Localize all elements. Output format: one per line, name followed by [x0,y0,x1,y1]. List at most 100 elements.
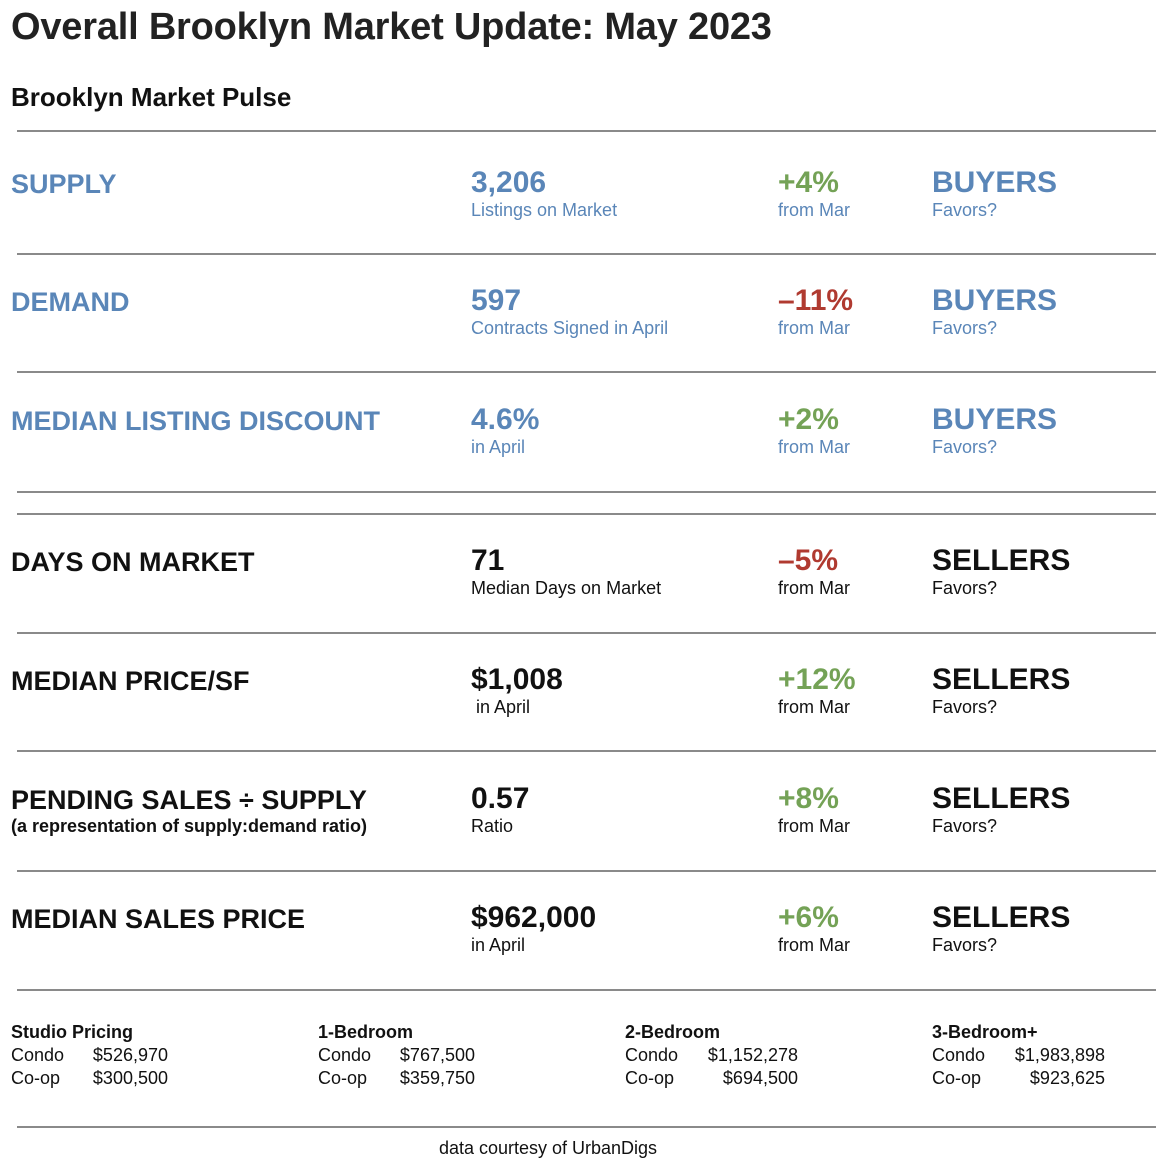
metric-label: MEDIAN PRICE/SF [11,666,250,696]
divider [17,371,1156,373]
metric-row-pending-sales-supply: PENDING SALES ÷ SUPPLY (a representation… [0,770,1170,870]
metric-change: –5% [778,544,839,577]
metric-label: SUPPLY [11,169,117,199]
metric-value: 4.6% [471,403,540,436]
metric-change-caption: from Mar [778,697,850,717]
metric-row-median-listing-discount: MEDIAN LISTING DISCOUNT 4.6% in April +2… [0,391,1170,491]
divider [17,750,1156,752]
metric-row-supply: SUPPLY 3,206 Listings on Market +4% from… [0,154,1170,254]
divider [17,130,1156,132]
pricing-type-label: Condo [625,1045,679,1065]
pricing-type-label: Co-op [11,1068,61,1088]
metric-caption: in April [471,437,526,457]
pricing-price: $694,500 [722,1068,798,1088]
divider [17,253,1156,255]
metric-value: 71 [471,544,505,577]
pricing-condo-line: Condo $1,152,278 [625,1044,875,1067]
pricing-group-2-bedroom: 2-Bedroom Condo $1,152,278 Co-op $694,50… [625,1021,875,1090]
pricing-coop-line: Co-op $359,750 [318,1067,568,1090]
divider [17,632,1156,634]
metric-caption: in April [471,935,526,955]
metric-change: +8% [778,782,839,815]
divider [17,1126,1156,1128]
metric-favors-caption: Favors? [932,816,998,836]
pricing-type-label: Co-op [932,1068,982,1088]
divider [17,513,1156,515]
pricing-condo-line: Condo $526,970 [11,1044,261,1067]
metric-change-caption: from Mar [778,578,850,598]
data-credit: data courtesy of UrbanDigs [438,1138,658,1158]
metric-change-caption: from Mar [778,318,850,338]
metric-caption: Listings on Market [471,200,618,220]
metric-caption: Contracts Signed in April [471,318,669,338]
metric-favors: SELLERS [932,782,1071,815]
pricing-title: Studio Pricing [11,1022,134,1042]
pricing-title: 2-Bedroom [625,1022,721,1042]
metric-label: DEMAND [11,287,130,317]
pricing-group-3-bedroom-plus: 3-Bedroom+ Condo $1,983,898 Co-op $923,6… [932,1021,1170,1090]
metric-change-caption: from Mar [778,935,850,955]
metric-favors-caption: Favors? [932,318,998,338]
metric-favors-caption: Favors? [932,697,998,717]
metric-value: 597 [471,284,522,317]
metric-change: +6% [778,901,839,934]
divider [17,870,1156,872]
pricing-title: 1-Bedroom [318,1022,414,1042]
pricing-coop-line: Co-op $694,500 [625,1067,875,1090]
pricing-price: $300,500 [92,1068,168,1088]
metric-favors: SELLERS [932,663,1071,696]
metric-favors-caption: Favors? [932,437,998,457]
pricing-coop-line: Co-op $923,625 [932,1067,1170,1090]
metric-label: PENDING SALES ÷ SUPPLY [11,785,367,815]
metric-row-median-sales-price: MEDIAN SALES PRICE $962,000 in April +6%… [0,889,1170,989]
metric-change: +4% [778,166,839,199]
metric-favors-caption: Favors? [932,200,998,220]
metric-favors-caption: Favors? [932,935,998,955]
pricing-coop-line: Co-op $300,500 [11,1067,261,1090]
pricing-price: $359,750 [399,1068,475,1088]
metric-change-caption: from Mar [778,437,850,457]
metric-favors: SELLERS [932,901,1071,934]
metric-change: –11% [778,284,854,317]
pricing-price: $526,970 [92,1045,168,1065]
metric-value: $1,008 [471,663,563,696]
metric-change: +12% [778,663,856,696]
metric-favors: SELLERS [932,544,1071,577]
metric-value: 3,206 [471,166,547,199]
pricing-title: 3-Bedroom+ [932,1022,1038,1042]
metric-change-caption: from Mar [778,200,850,220]
metric-favors: BUYERS [932,403,1058,436]
pricing-price: $1,152,278 [707,1045,798,1065]
page-subtitle: Brooklyn Market Pulse [11,82,292,112]
metric-row-demand: DEMAND 597 Contracts Signed in April –11… [0,272,1170,372]
pricing-type-label: Condo [11,1045,65,1065]
pricing-condo-line: Condo $1,983,898 [932,1044,1170,1067]
metric-favors: BUYERS [932,166,1058,199]
metric-label: MEDIAN SALES PRICE [11,904,306,934]
metric-row-median-price-sf: MEDIAN PRICE/SF $1,008 in April +12% fro… [0,651,1170,751]
metric-sublabel: (a representation of supply:demand ratio… [11,816,368,836]
divider [17,989,1156,991]
pricing-group-1-bedroom: 1-Bedroom Condo $767,500 Co-op $359,750 [318,1021,568,1090]
pricing-type-label: Condo [932,1045,986,1065]
pricing-price: $1,983,898 [1014,1045,1105,1065]
metric-change: +2% [778,403,839,436]
divider [17,491,1156,493]
metric-caption: Ratio [471,816,514,836]
pricing-type-label: Co-op [318,1068,368,1088]
pricing-type-label: Co-op [625,1068,675,1088]
pricing-type-label: Condo [318,1045,372,1065]
metric-row-days-on-market: DAYS ON MARKET 71 Median Days on Market … [0,532,1170,632]
metric-caption: in April [471,697,531,717]
metric-caption: Median Days on Market [471,578,662,598]
metric-value: 0.57 [471,782,530,815]
metric-favors-caption: Favors? [932,578,998,598]
pricing-condo-line: Condo $767,500 [318,1044,568,1067]
pricing-price: $767,500 [399,1045,475,1065]
metric-change-caption: from Mar [778,816,850,836]
page-title: Overall Brooklyn Market Update: May 2023 [11,6,772,48]
pricing-group-studio: Studio Pricing Condo $526,970 Co-op $300… [11,1021,261,1090]
metric-label: MEDIAN LISTING DISCOUNT [11,406,380,436]
metric-favors: BUYERS [932,284,1058,317]
pricing-price: $923,625 [1029,1068,1105,1088]
